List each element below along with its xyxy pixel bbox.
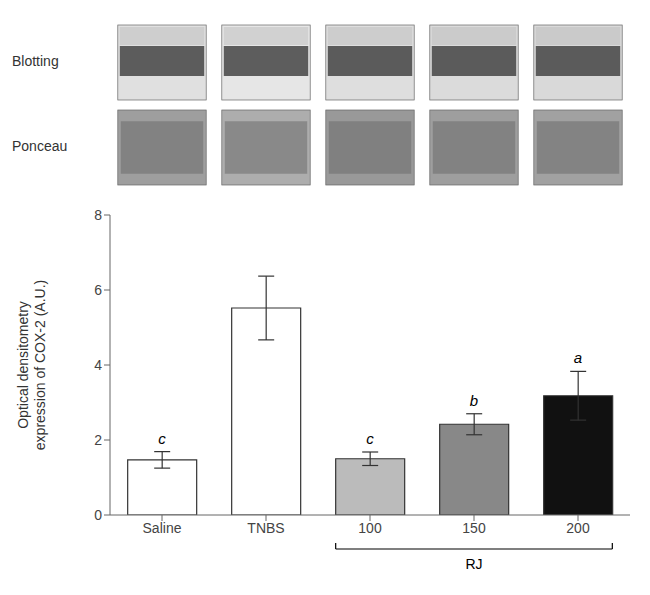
svg-text:c: c xyxy=(158,430,166,447)
svg-text:c: c xyxy=(366,430,374,447)
svg-text:b: b xyxy=(470,392,478,409)
svg-text:Ponceau: Ponceau xyxy=(12,138,67,154)
svg-text:100: 100 xyxy=(358,520,382,536)
svg-text:8: 8 xyxy=(94,207,102,223)
svg-text:Optical densitometryexpression: Optical densitometryexpression of COX-2 … xyxy=(15,280,48,450)
svg-text:2: 2 xyxy=(94,432,102,448)
svg-text:200: 200 xyxy=(566,520,590,536)
svg-text:Blotting: Blotting xyxy=(12,53,59,69)
svg-text:0: 0 xyxy=(94,507,102,523)
svg-text:150: 150 xyxy=(462,520,486,536)
svg-text:6: 6 xyxy=(94,282,102,298)
svg-text:a: a xyxy=(574,349,582,366)
svg-text:Saline: Saline xyxy=(143,520,182,536)
svg-text:TNBS: TNBS xyxy=(247,520,284,536)
svg-text:RJ: RJ xyxy=(465,556,482,572)
svg-text:4: 4 xyxy=(94,357,102,373)
